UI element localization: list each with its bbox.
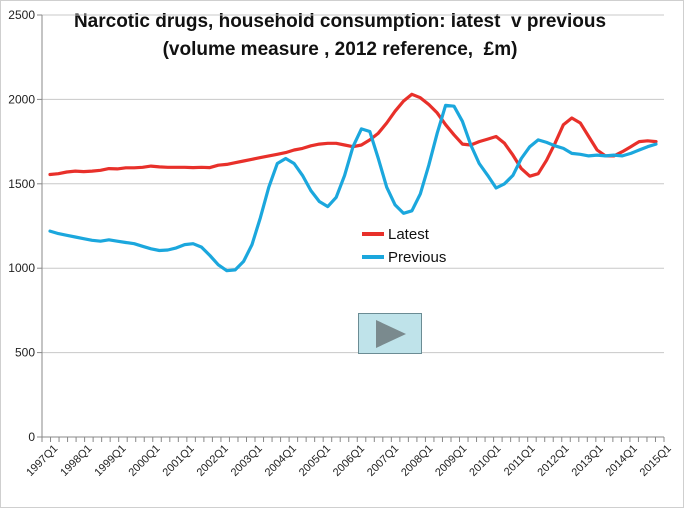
series-lines <box>48 92 658 273</box>
legend-label-previous: Previous <box>388 249 446 266</box>
axes <box>41 15 664 438</box>
chart-title: Narcotic drugs, household consumption: l… <box>40 8 640 64</box>
x-tick-label: 2011Q1 <box>502 443 538 479</box>
x-tick-label: 2014Q1 <box>604 443 640 479</box>
x-tick-label: 2005Q1 <box>297 443 333 479</box>
x-tick-label: 2010Q1 <box>467 443 503 479</box>
x-tick-label: 2004Q1 <box>263 443 299 479</box>
x-tick-label: 1997Q1 <box>24 443 60 479</box>
play-button[interactable] <box>358 313 422 354</box>
chart-title-line-1: Narcotic drugs, household consumption: l… <box>73 11 607 32</box>
y-tick-label: 1000 <box>8 261 35 275</box>
x-tick-label: 2013Q1 <box>570 443 606 479</box>
x-tick-label: 1998Q1 <box>58 443 94 479</box>
x-tick-label: 2006Q1 <box>331 443 367 479</box>
y-tick-label: 500 <box>15 346 35 360</box>
series-line-previous <box>48 103 658 273</box>
x-tick-label: 2009Q1 <box>433 443 469 479</box>
y-tick-label: 1500 <box>8 177 35 191</box>
x-axis-ticks: 1997Q11998Q11999Q12000Q12001Q12002Q12003… <box>24 437 674 479</box>
x-tick-label: 2007Q1 <box>365 443 401 479</box>
y-tick-label: 2000 <box>8 92 35 106</box>
x-tick-label: 2003Q1 <box>229 443 265 479</box>
y-tick-label: 2500 <box>8 8 35 22</box>
x-tick-label: 2001Q1 <box>161 443 197 479</box>
series-line-latest <box>48 92 658 178</box>
x-tick-label: 2002Q1 <box>195 443 231 479</box>
x-tick-label: 2000Q1 <box>126 443 162 479</box>
x-tick-label: 2015Q1 <box>638 443 674 479</box>
legend: Latest Previous <box>362 226 446 266</box>
x-tick-label: 2008Q1 <box>399 443 435 479</box>
x-tick-label: 1999Q1 <box>92 443 128 479</box>
grid-lines <box>42 14 664 354</box>
y-axis-ticks: 0 500 1000 1500 2000 2500 <box>8 8 42 444</box>
legend-label-latest: Latest <box>388 226 430 243</box>
chart-title-line-2: (volume measure , 2012 reference, £m) <box>162 39 518 60</box>
play-icon <box>376 320 406 348</box>
x-tick-label: 2012Q1 <box>535 443 571 479</box>
y-tick-label: 0 <box>28 430 35 444</box>
